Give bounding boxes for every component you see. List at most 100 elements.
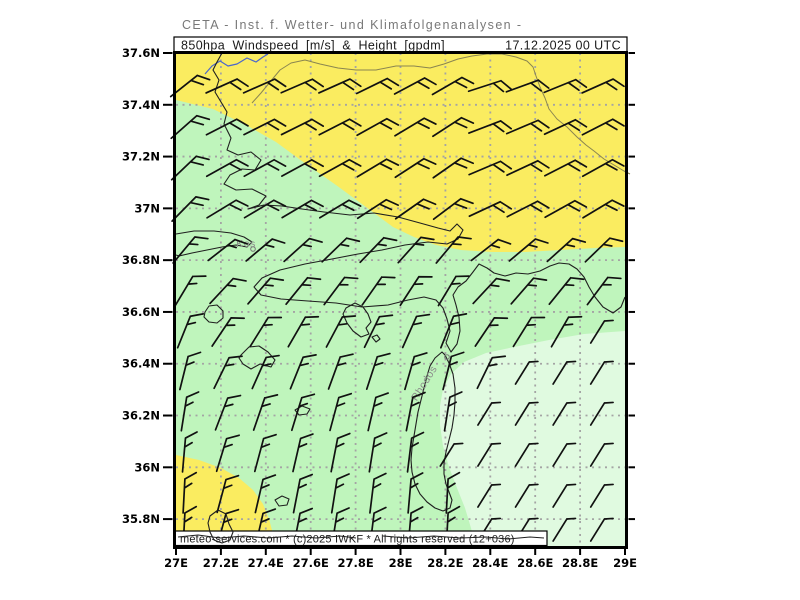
wind-barb [330,473,350,514]
wind-barb [280,78,325,94]
wind-barb [205,78,249,94]
wind-barb [544,159,588,177]
lat-axis-label: 36.4N [122,357,160,371]
lon-axis-label: 29E [613,556,637,570]
wind-barb [431,76,475,96]
lon-axis-label: 28.6E [517,556,553,570]
wind-barb [435,236,472,264]
wind-barb [243,199,287,219]
wind-barb [323,276,359,306]
wind-barb [505,119,550,135]
wind-barb [512,316,546,348]
wind-barb [205,118,249,136]
wind-band-high-bottomleft [176,455,275,546]
wind-barb [253,433,277,473]
wind-barb [247,277,285,305]
wind-barb [552,517,577,542]
wind-barb [445,471,461,514]
wind-barb [582,199,625,219]
lat-axis-label: 37N [134,201,160,215]
lon-axis-label: 27.2E [203,556,239,570]
wind-barb [477,401,502,426]
wind-barb [245,238,286,262]
lon-axis-label: 27.4E [248,556,284,570]
wind-barb [176,313,205,349]
wind-barb [586,276,622,306]
wind-barb [543,118,588,136]
wind-barb [468,200,513,218]
lon-axis-label: 27E [164,556,188,570]
river-menderes [204,53,269,75]
wind-barb [318,199,362,219]
wind-barb [321,237,361,263]
turkey-mainland [212,52,626,353]
wind-barb [584,237,624,263]
wind-barb [437,275,470,307]
lon-axis-label: 28.8E [562,556,598,570]
wind-barb [397,236,435,264]
wind-barb [439,442,464,467]
map-border [173,51,628,549]
wind-barb [470,238,512,262]
wind-barb [589,319,614,344]
lat-axis-label: 37.6N [122,46,160,60]
island-symi [342,302,372,338]
wind-barb [213,355,243,390]
wind-barb [432,116,475,138]
coast-over-group [177,509,545,544]
wind-barb [393,77,437,95]
lat-axis-label: 36.6N [122,305,160,319]
wind-barb [355,77,400,95]
wind-barb [432,197,474,221]
wind-barb [442,351,465,391]
wind-barb [399,275,433,307]
wind-barb [548,276,585,306]
lat-axis-label: 37.4N [122,98,160,112]
wind-barb [468,120,512,134]
wind-barb [356,198,399,220]
wind-barb [443,391,463,432]
wind-barb [546,237,587,263]
lon-axis-label: 28E [389,556,413,570]
wind-barb [589,483,614,508]
wind-barb [472,277,511,305]
page-title: CETA - Inst. f. Wetter- und Klimafolgena… [182,18,522,32]
wind-barb [207,238,249,262]
wind-barb [514,442,539,467]
wind-barb [209,277,247,305]
wind-barb [172,236,209,264]
wind-barb [468,160,513,176]
wind-barb [476,355,507,390]
wind-barb [214,394,242,431]
wind-barb [552,483,577,508]
wind-barb [407,472,424,514]
wind-barb [589,442,614,467]
wind-barb [283,237,323,263]
wind-barb [439,313,468,349]
wind-barb [292,473,314,514]
wind-barb [394,198,437,220]
wind-barb [251,354,280,390]
wind-barb [550,315,583,348]
lat-axis-label: 36.8N [122,253,160,267]
wind-barb [394,157,437,179]
lat-axis-label: 37.2N [122,150,160,164]
island-kos [175,230,253,257]
wind-barb [179,351,202,391]
wind-barb [432,157,475,179]
wind-barb [290,393,316,432]
town-marker [250,246,256,252]
wind-barb [330,432,351,473]
wind-barbs [169,74,625,548]
wind-barb [514,360,539,385]
lon-axis-label: 27.6E [293,556,329,570]
wind-barb [182,471,198,514]
wind-barb [508,238,549,262]
wind-barb [281,199,324,219]
wind-barb [514,483,539,508]
wind-barb [514,401,539,426]
datetime-label: 17.12.2025 00 UTC [505,39,621,53]
wind-barb [318,158,362,178]
wind-barb [552,442,577,467]
